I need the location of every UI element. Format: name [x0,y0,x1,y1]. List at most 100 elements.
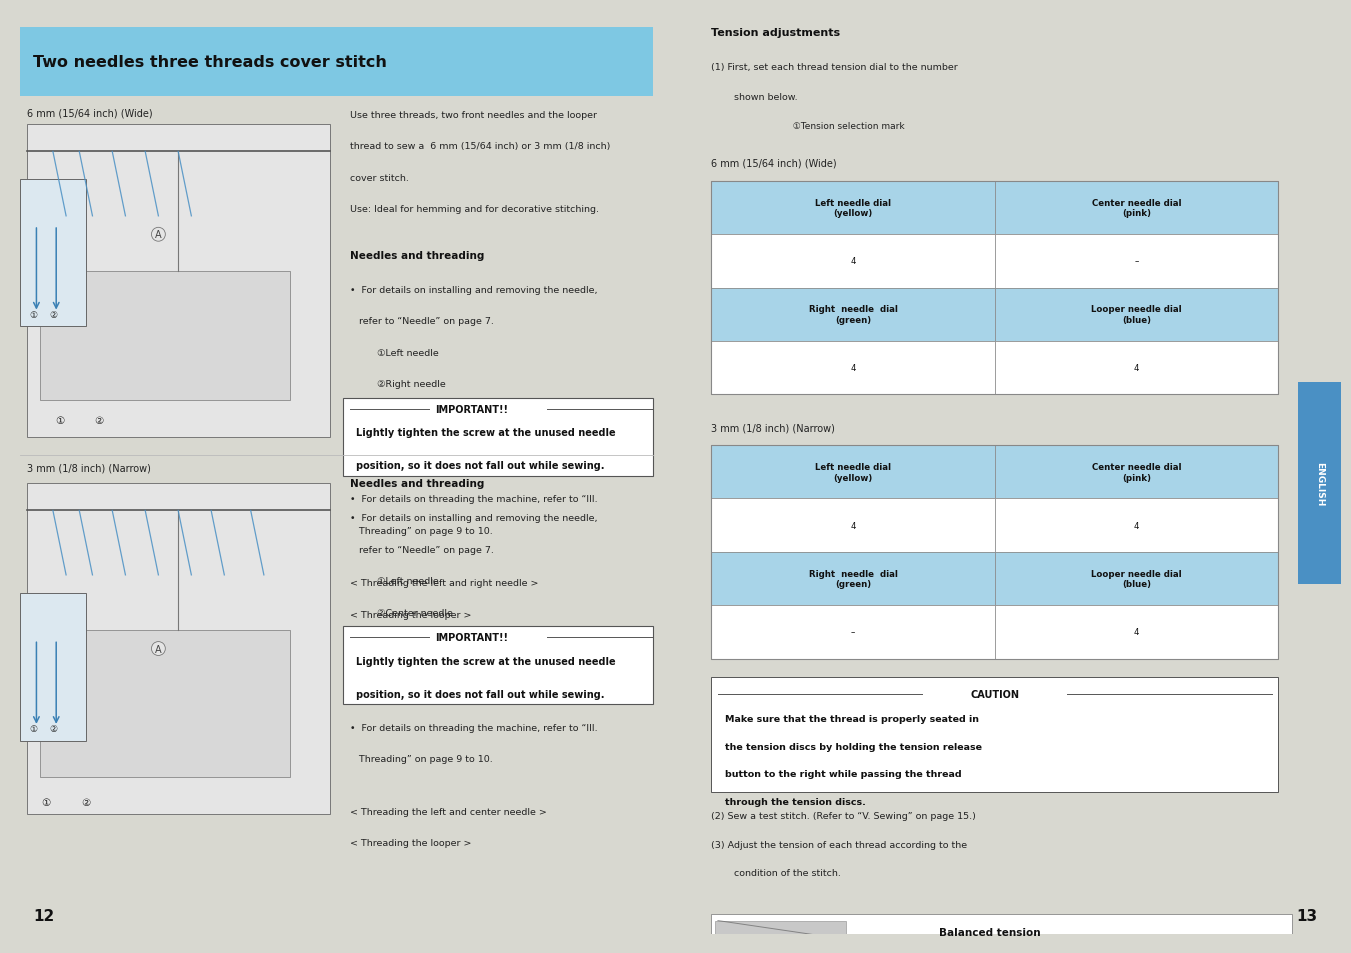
FancyBboxPatch shape [712,499,994,553]
Text: 4: 4 [1133,521,1139,530]
Text: Use: Ideal for hemming and for decorative stitching.: Use: Ideal for hemming and for decorativ… [350,205,598,214]
Text: ②: ② [95,416,104,426]
FancyBboxPatch shape [20,594,86,740]
Text: < Threading the looper >: < Threading the looper > [350,839,471,847]
Text: (2) Sew a test stitch. (Refer to “V. Sewing” on page 15.): (2) Sew a test stitch. (Refer to “V. Sew… [712,811,977,820]
Text: 3 mm (1/8 inch) (Narrow): 3 mm (1/8 inch) (Narrow) [712,422,835,433]
Text: cover stitch.: cover stitch. [350,173,408,183]
Text: button to the right while passing the thread: button to the right while passing the th… [724,769,961,779]
Text: Needles and threading: Needles and threading [350,251,484,260]
Text: Make sure that the thread is properly seated in: Make sure that the thread is properly se… [724,714,978,723]
FancyBboxPatch shape [20,28,653,97]
FancyBboxPatch shape [712,553,994,605]
Text: the tension discs by holding the tension release: the tension discs by holding the tension… [724,741,982,751]
FancyBboxPatch shape [343,626,653,704]
FancyBboxPatch shape [20,180,86,327]
Text: IMPORTANT!!: IMPORTANT!! [435,633,508,642]
Text: Center needle dial
(pink): Center needle dial (pink) [1092,462,1181,482]
Text: through the tension discs.: through the tension discs. [724,797,866,806]
Text: ①Left needle: ①Left needle [350,348,438,357]
Text: 4: 4 [1133,364,1139,373]
Text: ②Right needle: ②Right needle [350,379,446,389]
Text: 4: 4 [850,521,855,530]
FancyBboxPatch shape [712,289,994,342]
FancyBboxPatch shape [994,553,1278,605]
Text: < Threading the left and center needle >: < Threading the left and center needle > [350,807,546,816]
Text: < Threading the looper >: < Threading the looper > [350,610,471,619]
FancyBboxPatch shape [994,182,1278,235]
Text: ②: ② [50,311,58,320]
Text: Lightly tighten the screw at the unused needle: Lightly tighten the screw at the unused … [357,428,616,437]
FancyBboxPatch shape [994,235,1278,289]
Text: 4: 4 [1133,628,1139,637]
Text: 3 mm (1/8 inch) (Narrow): 3 mm (1/8 inch) (Narrow) [27,463,150,473]
FancyBboxPatch shape [343,398,653,476]
Text: Two needles three threads cover stitch: Two needles three threads cover stitch [34,54,386,70]
Text: thread to sew a  6 mm (15/64 inch) or 3 mm (1/8 inch): thread to sew a 6 mm (15/64 inch) or 3 m… [350,142,609,152]
Text: position, so it does not fall out while sewing.: position, so it does not fall out while … [357,689,605,700]
Text: Needles and threading: Needles and threading [350,478,484,489]
Text: •  For details on threading the machine, refer to “III.: • For details on threading the machine, … [350,723,597,732]
Text: ENGLISH: ENGLISH [1315,461,1324,505]
Text: ①: ① [55,416,63,426]
FancyBboxPatch shape [712,342,994,395]
Text: Center needle dial
(pink): Center needle dial (pink) [1092,198,1181,218]
Text: condition of the stitch.: condition of the stitch. [724,868,840,877]
Text: CAUTION: CAUTION [970,689,1019,699]
FancyBboxPatch shape [712,605,994,659]
Text: –: – [851,628,855,637]
Text: Right  needle  dial
(green): Right needle dial (green) [809,569,897,589]
Text: Looper needle dial
(blue): Looper needle dial (blue) [1092,569,1182,589]
Text: Tension adjustments: Tension adjustments [712,28,840,38]
FancyBboxPatch shape [994,605,1278,659]
Text: Left needle dial
(yellow): Left needle dial (yellow) [815,462,892,482]
FancyBboxPatch shape [27,483,330,815]
Text: ①: ① [30,311,38,320]
Text: Threading” on page 9 to 10.: Threading” on page 9 to 10. [350,755,492,763]
FancyBboxPatch shape [27,125,330,437]
FancyBboxPatch shape [39,272,290,400]
FancyBboxPatch shape [39,631,290,778]
FancyBboxPatch shape [715,921,847,953]
Text: shown below.: shown below. [724,92,797,101]
Text: Use three threads, two front needles and the looper: Use three threads, two front needles and… [350,111,597,120]
Text: (1) First, set each thread tension dial to the number: (1) First, set each thread tension dial … [712,63,958,72]
Text: 12: 12 [34,908,54,923]
Text: Threading” on page 9 to 10.: Threading” on page 9 to 10. [350,526,492,536]
Text: ①: ① [30,724,38,734]
Text: ①Left needle: ①Left needle [350,577,438,585]
Text: ①Tension selection mark: ①Tension selection mark [765,122,905,131]
Text: < Threading the left and right needle >: < Threading the left and right needle > [350,578,538,588]
Text: 6 mm (15/64 inch) (Wide): 6 mm (15/64 inch) (Wide) [27,108,153,118]
FancyBboxPatch shape [712,235,994,289]
Text: •  For details on installing and removing the needle,: • For details on installing and removing… [350,285,597,294]
Text: ②: ② [81,798,91,807]
Text: Left needle dial
(yellow): Left needle dial (yellow) [815,198,892,218]
Text: refer to “Needle” on page 7.: refer to “Needle” on page 7. [350,545,493,554]
FancyBboxPatch shape [1298,382,1342,584]
FancyBboxPatch shape [712,182,994,235]
FancyBboxPatch shape [994,499,1278,553]
FancyBboxPatch shape [712,914,1292,953]
Text: position, so it does not fall out while sewing.: position, so it does not fall out while … [357,461,605,471]
Text: IMPORTANT!!: IMPORTANT!! [435,404,508,415]
Text: refer to “Needle” on page 7.: refer to “Needle” on page 7. [350,316,493,326]
Text: 4: 4 [850,257,855,266]
Text: Looper needle dial
(blue): Looper needle dial (blue) [1092,305,1182,325]
Text: Balanced tension: Balanced tension [939,927,1040,938]
FancyBboxPatch shape [994,289,1278,342]
Text: A: A [155,230,162,240]
Text: •  For details on installing and removing the needle,: • For details on installing and removing… [350,514,597,522]
Text: (3) Adjust the tension of each thread according to the: (3) Adjust the tension of each thread ac… [712,841,967,849]
Text: 13: 13 [1297,908,1317,923]
Text: –: – [1135,257,1139,266]
Text: ②: ② [50,724,58,734]
FancyBboxPatch shape [712,446,994,499]
Text: •  For details on threading the machine, refer to “III.: • For details on threading the machine, … [350,495,597,504]
FancyBboxPatch shape [712,678,1278,792]
FancyBboxPatch shape [994,446,1278,499]
Text: Lightly tighten the screw at the unused needle: Lightly tighten the screw at the unused … [357,656,616,666]
Text: 6 mm (15/64 inch) (Wide): 6 mm (15/64 inch) (Wide) [712,159,838,169]
Text: ②Center needle: ②Center needle [350,608,453,617]
Text: A: A [155,644,162,654]
